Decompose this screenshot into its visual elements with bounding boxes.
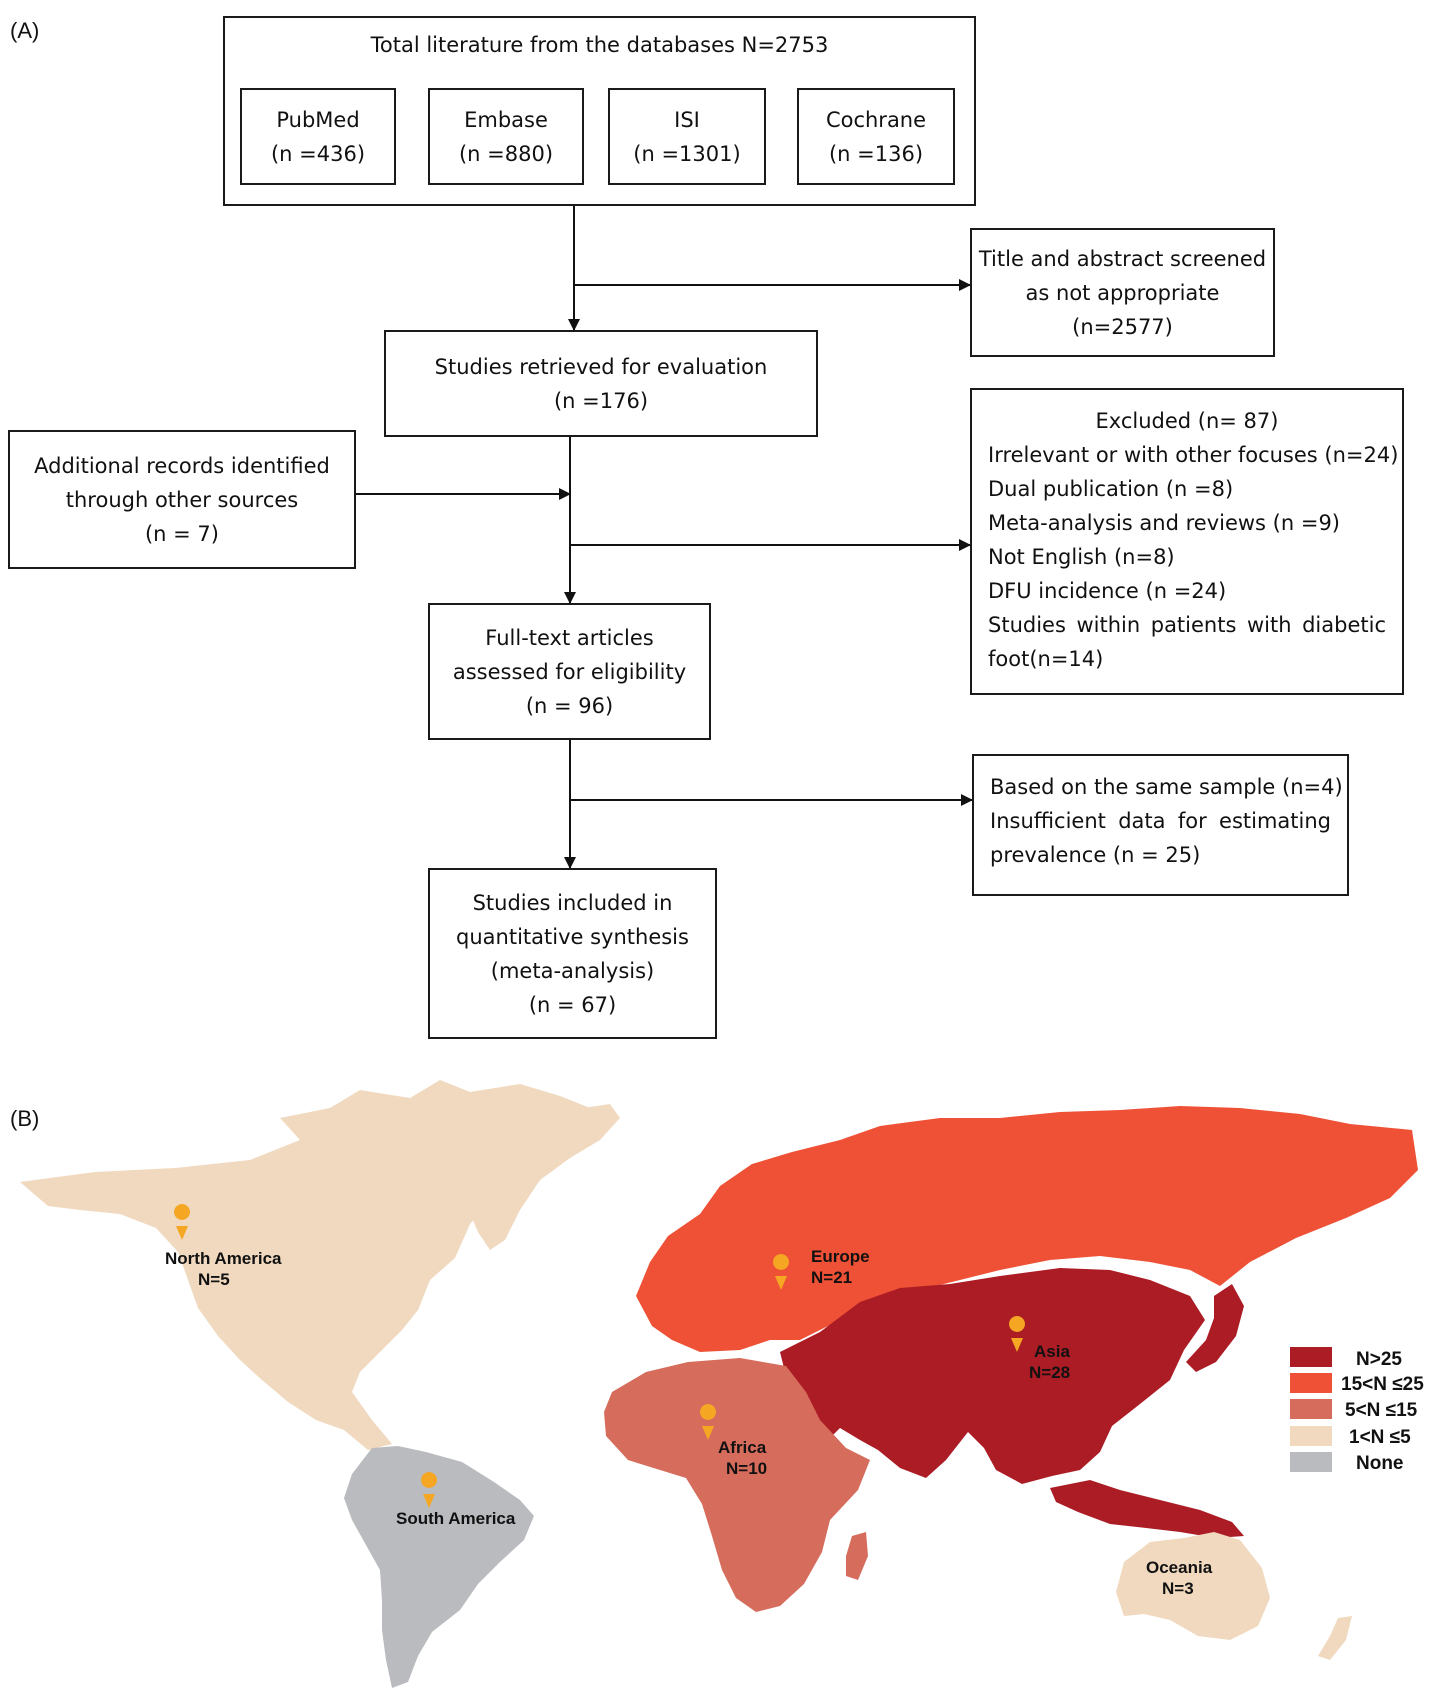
excluded2-line: Insufficient data for estimating [990, 809, 1331, 833]
included-line: (n = 67) [528, 992, 617, 1017]
fulltext-line: (n = 96) [525, 693, 614, 718]
region-count-north-america: N=5 [198, 1270, 230, 1289]
database-name: Cochrane [825, 107, 927, 132]
excluded-item: Not English (n=8) [988, 545, 1175, 569]
region-oceania [1116, 1532, 1270, 1640]
region-label-north-america: North America [165, 1249, 282, 1268]
region-label-europe: Europe [811, 1247, 870, 1266]
region-count-europe: N=21 [811, 1268, 852, 1287]
region-label-south-america: South America [396, 1509, 516, 1528]
legend-swatch [1290, 1426, 1332, 1446]
total-literature-text: Total literature from the databases N=27… [370, 33, 829, 57]
panel-a-label: (A) [10, 18, 40, 43]
location-pin-icon [174, 1204, 191, 1240]
legend-swatch [1290, 1399, 1332, 1419]
legend-label: 5<N ≤15 [1345, 1400, 1418, 1421]
legend-swatch [1290, 1373, 1332, 1393]
legend-swatch [1290, 1452, 1332, 1472]
region-label-africa: Africa [718, 1438, 767, 1457]
legend-label: 15<N ≤25 [1341, 1374, 1424, 1395]
excluded2-line: prevalence (n = 25) [990, 843, 1201, 867]
region-greenland [440, 1100, 620, 1250]
legend-label: 1<N ≤5 [1349, 1427, 1411, 1448]
map-legend: N>25 15<N ≤25 5<N ≤15 1<N ≤5 None [1290, 1347, 1424, 1474]
additional-line: through other sources [65, 487, 299, 512]
fulltext-box: Full-text articles assessed for eligibil… [428, 603, 711, 740]
legend-label: N>25 [1356, 1349, 1402, 1370]
retrieved-box: Studies retrieved for evaluation (n =176… [384, 330, 818, 437]
database-count: (n =880) [458, 141, 554, 166]
location-pin-icon [1009, 1316, 1026, 1352]
screened-box: Title and abstract screened as not appro… [970, 228, 1275, 357]
database-box-embase: Embase (n =880) [428, 88, 584, 185]
database-box-pubmed: PubMed (n =436) [240, 88, 396, 185]
excluded-title: Excluded (n= 87) [1095, 409, 1279, 433]
location-pin-icon [700, 1404, 717, 1440]
region-count-oceania: N=3 [1162, 1579, 1194, 1598]
excluded-item: foot(n=14) [988, 647, 1104, 671]
database-name: Embase [464, 107, 548, 132]
screened-line: as not appropriate [1025, 280, 1220, 305]
excluded-item: Studies within patients with diabetic [988, 613, 1386, 637]
included-line: Studies included in [472, 890, 673, 915]
region-europe [636, 1106, 1418, 1352]
included-line: (meta-analysis) [490, 958, 655, 983]
region-japan [1186, 1284, 1244, 1372]
fulltext-line: Full-text articles [485, 625, 654, 650]
region-se-asia-islands [1050, 1480, 1244, 1538]
excluded-item: Irrelevant or with other focuses (n=24) [988, 443, 1399, 467]
location-pin-icon [773, 1254, 790, 1290]
retrieved-line: Studies retrieved for evaluation [434, 354, 768, 379]
additional-line: (n = 7) [144, 521, 219, 546]
region-label-asia: Asia [1034, 1342, 1070, 1361]
excluded2-box: Based on the same sample (n=4) Insuffici… [972, 754, 1349, 896]
excluded-item: DFU incidence (n =24) [988, 579, 1227, 603]
screened-line: Title and abstract screened [978, 246, 1267, 271]
database-name: PubMed [276, 107, 360, 132]
region-count-africa: N=10 [726, 1459, 767, 1478]
region-new-zealand [1318, 1616, 1352, 1660]
fulltext-line: assessed for eligibility [452, 659, 687, 684]
excluded-box: Excluded (n= 87) Irrelevant or with othe… [970, 388, 1404, 695]
database-box-isi: ISI (n =1301) [608, 88, 766, 185]
database-name: ISI [674, 107, 700, 132]
region-north-america [20, 1080, 600, 1450]
region-south-america [344, 1446, 534, 1688]
location-pin-icon [421, 1472, 438, 1508]
region-asia [780, 1268, 1205, 1484]
map-markers [174, 1204, 1026, 1508]
additional-line: Additional records identified [34, 453, 330, 478]
excluded2-line: Based on the same sample (n=4) [990, 775, 1343, 799]
database-count: (n =1301) [633, 141, 741, 166]
region-africa [604, 1358, 870, 1612]
legend-swatch [1290, 1347, 1332, 1367]
database-count: (n =136) [828, 141, 924, 166]
panel-b-label: (B) [10, 1106, 40, 1131]
region-label-oceania: Oceania [1146, 1558, 1213, 1577]
excluded-item: Meta-analysis and reviews (n =9) [988, 511, 1340, 535]
flow-connectors [356, 206, 973, 869]
excluded-item: Dual publication (n =8) [988, 477, 1234, 501]
screened-line: (n=2577) [1072, 314, 1173, 339]
legend-label: None [1356, 1453, 1404, 1474]
database-count: (n =436) [270, 141, 366, 166]
retrieved-line: (n =176) [553, 388, 649, 413]
database-box-cochrane: Cochrane (n =136) [797, 88, 955, 185]
included-line: quantitative synthesis [456, 924, 689, 949]
region-count-asia: N=28 [1029, 1363, 1070, 1382]
region-madagascar [846, 1532, 868, 1580]
additional-records-box: Additional records identified through ot… [8, 430, 356, 569]
included-box: Studies included in quantitative synthes… [428, 868, 717, 1039]
